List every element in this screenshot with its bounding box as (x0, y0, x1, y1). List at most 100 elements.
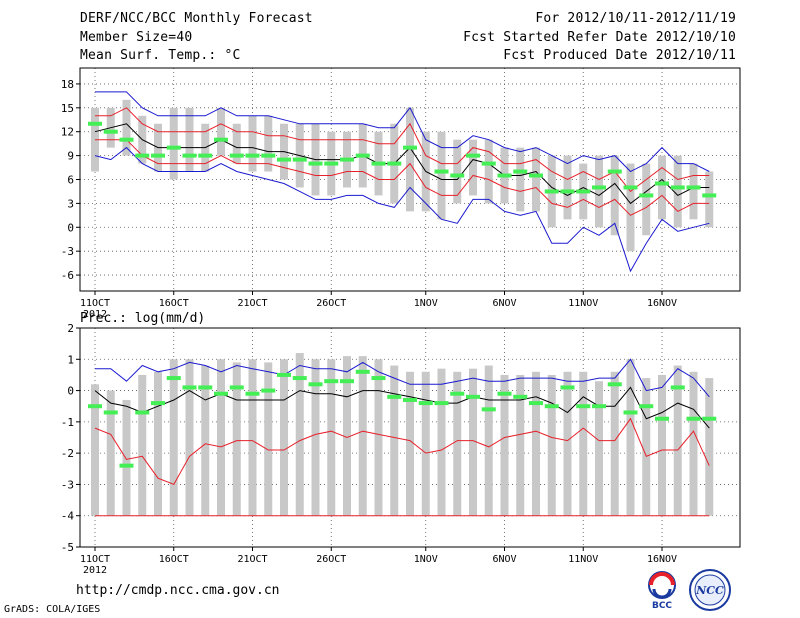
obs-marker (639, 193, 654, 198)
x-tick-label: 26OCT (316, 554, 346, 565)
refer-date: Fcst Started Refer Date 2012/10/10 (463, 30, 736, 45)
obs-marker (670, 185, 685, 190)
obs-marker (403, 145, 417, 150)
obs-marker (529, 401, 543, 406)
obs-marker (308, 161, 323, 166)
ensemble-bar (626, 359, 635, 516)
y-tick-label: 18 (61, 78, 74, 91)
ensemble-bar (705, 171, 714, 228)
x-tick-label: 21OCT (237, 298, 267, 309)
bcc-logo-text: BCC (652, 601, 672, 609)
ensemble-bar (217, 359, 225, 516)
obs-marker (135, 153, 150, 158)
x-tick-label: 16OCT (159, 298, 189, 309)
series-spread-high-line (95, 107, 710, 193)
series-mean-line (94, 386, 710, 429)
obs-marker (513, 394, 528, 399)
y-tick-label: 1 (67, 353, 74, 366)
ensemble-bar (154, 371, 162, 516)
ensemble-bar (406, 107, 414, 212)
grads-credit: GrADS: COLA/IGES (4, 604, 101, 615)
obs-marker (88, 121, 102, 126)
x-tick-label: 26OCT (316, 298, 346, 309)
ensemble-bar (437, 131, 446, 220)
ensemble-bar (280, 359, 288, 516)
obs-marker (592, 404, 606, 409)
obs-marker (466, 394, 480, 399)
ncc-logo-text: NCC (695, 584, 724, 597)
chart-title: DERF/NCC/BCC Monthly Forecast (80, 11, 313, 26)
obs-marker (434, 169, 449, 174)
ensemble-bar (421, 371, 430, 516)
ensemble-bar (295, 353, 304, 516)
obs-marker (466, 153, 480, 158)
source-url[interactable]: http://cmdp.ncc.cma.gov.cn (76, 583, 280, 598)
x-tick-label: 6NOV (492, 554, 516, 565)
obs-marker (182, 153, 197, 158)
obs-marker (214, 391, 228, 396)
bcc-logo: BCC (648, 571, 676, 609)
obs-marker (245, 153, 260, 158)
obs-marker (198, 153, 213, 158)
ensemble-bar (689, 371, 698, 516)
obs-marker (560, 189, 575, 194)
ensemble-bar (374, 359, 383, 516)
ensemble-bar (169, 359, 178, 516)
y-tick-label: 9 (67, 150, 74, 163)
forecast-period: For 2012/10/11-2012/11/19 (535, 11, 736, 26)
ensemble-bar (232, 123, 241, 164)
obs-marker (292, 157, 307, 162)
y-tick-label: -1 (61, 416, 74, 429)
ensemble-bar (169, 107, 178, 180)
ensemble-bar (264, 362, 273, 516)
ensemble-bar (358, 356, 367, 516)
obs-marker (166, 145, 181, 150)
obs-marker (481, 161, 496, 166)
ensemble-bar (484, 365, 493, 516)
obs-marker (371, 161, 386, 166)
y-tick-label: 0 (67, 221, 74, 234)
ensemble-bar (453, 139, 462, 204)
obs-marker (686, 416, 701, 421)
ensemble-bar (516, 147, 525, 212)
obs-marker (607, 382, 622, 387)
obs-marker (355, 153, 370, 158)
ensemble-bar (201, 365, 210, 516)
obs-marker (245, 391, 260, 396)
ensemble-bar (626, 163, 635, 252)
ensemble-bar (500, 374, 509, 516)
x-tick-label: 1NOV (414, 298, 438, 309)
x-year-label: 2012 (83, 309, 107, 320)
y-tick-label: -6 (61, 269, 74, 282)
obs-marker (434, 401, 449, 406)
obs-marker (340, 379, 354, 384)
obs-marker (576, 189, 591, 194)
obs-marker (355, 369, 370, 374)
obs-marker (88, 404, 102, 409)
obs-marker (623, 185, 638, 190)
ensemble-bar (658, 374, 666, 516)
obs-marker (103, 410, 118, 415)
ensemble-bar (469, 139, 477, 196)
precip-title: Prec.: log(mm/d) (80, 311, 205, 326)
x-tick-label: 11OCT (80, 298, 110, 309)
ensemble-bar (327, 359, 336, 516)
ensemble-bar (248, 359, 257, 516)
x-tick-label: 11NOV (568, 554, 598, 565)
ensemble-bar (610, 371, 619, 516)
ensemble-bar (232, 362, 241, 516)
series-max-line (95, 358, 710, 398)
obs-marker (292, 376, 307, 381)
obs-marker (308, 382, 323, 387)
ensemble-bar (563, 371, 572, 516)
ensemble-bar (563, 155, 572, 220)
obs-marker (418, 401, 433, 406)
ensemble-bar (122, 399, 131, 516)
ensemble-bar (532, 371, 540, 516)
obs-marker (229, 153, 244, 158)
y-tick-label: 0 (67, 385, 74, 398)
obs-marker (119, 463, 134, 468)
obs-marker (481, 407, 496, 412)
x-tick-label: 16NOV (647, 554, 677, 565)
